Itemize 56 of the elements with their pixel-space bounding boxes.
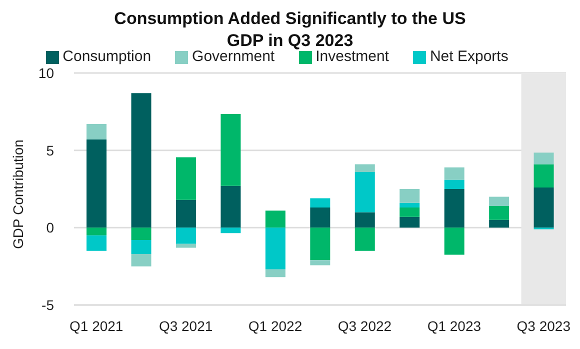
bar [265,269,286,278]
bar [220,186,241,228]
bar [444,228,464,255]
y-tick-label: 0 [46,220,54,236]
legend-label: Government [192,48,275,65]
bar [310,198,330,208]
bar [310,208,330,228]
bar [534,152,554,164]
x-tick-label: Q3 2023 [516,318,571,334]
bar [354,172,375,212]
bar [400,189,420,203]
x-tick-label: Q1 2021 [70,318,124,334]
bar [86,228,107,236]
bar [489,206,510,220]
bar [131,93,152,228]
bar [176,228,196,244]
bar [176,157,196,200]
bar [131,254,152,266]
bar [444,189,464,228]
bar [354,228,375,251]
bar [131,228,152,240]
y-axis-title: GDP Contribution [10,140,26,249]
bar [444,180,464,189]
y-tick-label: 10 [38,64,54,81]
bar [444,167,464,180]
y-tick-label: -5 [42,296,54,313]
bar [400,216,420,228]
bar [400,208,420,217]
legend-label: Investment [316,48,389,65]
bar [220,114,241,186]
bar [354,164,375,172]
legend-label: Consumption [62,48,152,65]
x-tick-label: Q1 2022 [248,318,302,334]
bar [489,220,510,228]
bar [176,200,196,228]
bar [310,260,330,266]
chart-title: Consumption Added Significantly to the US GDP in Q3 2023 [114,9,466,50]
x-tick-label: Q1 2023 [427,318,482,334]
bar [176,244,196,248]
bar [265,228,286,270]
bar [265,210,286,228]
x-tick-label: Q3 2022 [338,318,392,334]
bar [400,202,420,208]
bar [310,228,330,260]
bar [86,235,107,251]
bar [86,124,107,140]
bar [220,228,241,234]
bar [534,164,554,188]
bar [86,140,107,228]
x-tick-label: Q3 2021 [158,318,213,334]
y-tick-label: 5 [46,142,54,158]
bar [131,240,152,254]
bar [489,196,510,206]
bar [534,187,554,228]
bar [354,212,375,228]
legend-label: Net Exports [430,48,508,65]
